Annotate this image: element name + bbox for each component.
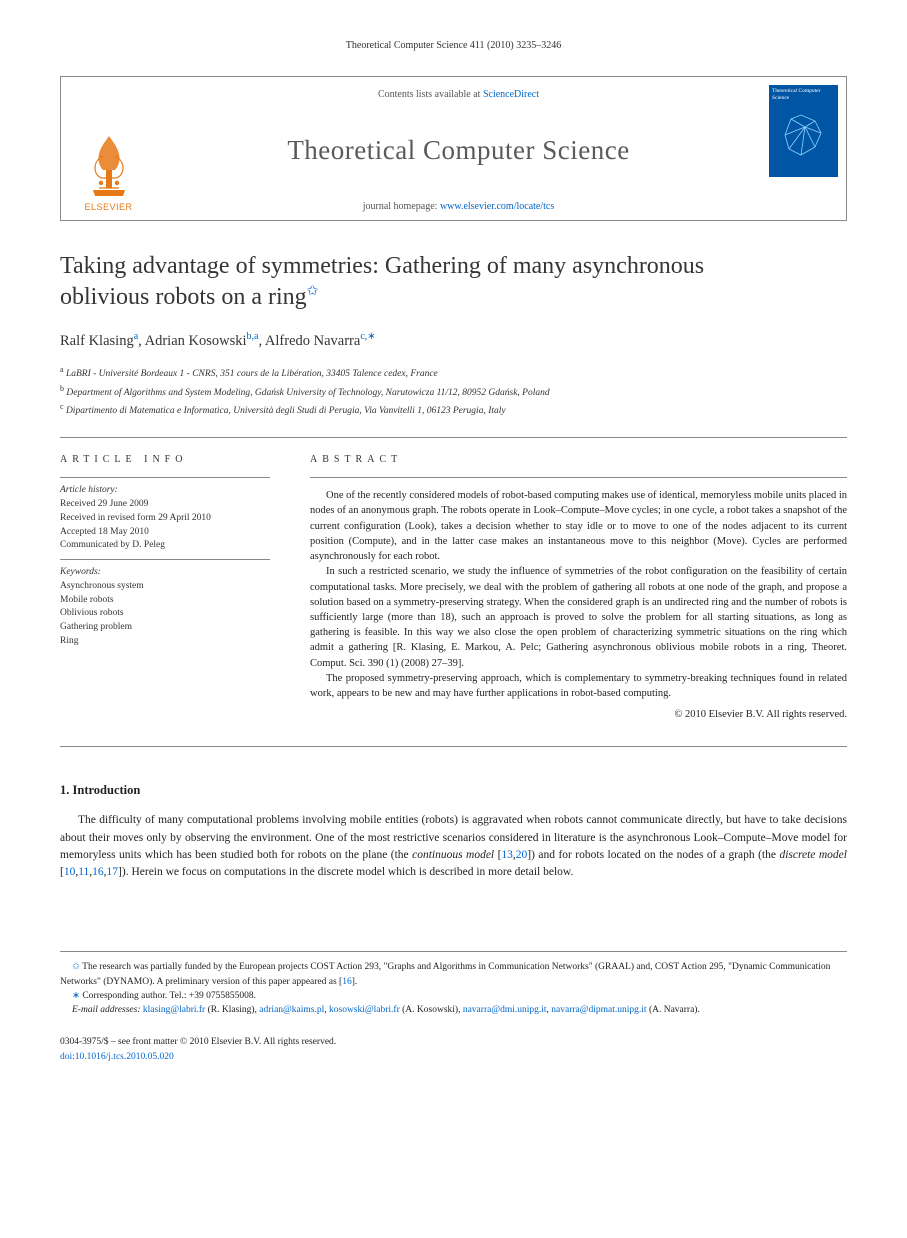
intro-after-refs2: ]). Herein we focus on computations in t… [118,866,573,878]
cover-image: Theoretical Computer Science [769,85,838,177]
footnote-1-text-b: ]. [352,977,358,987]
cover-thumbnail: Theoretical Computer Science [761,77,846,220]
ref-16-link[interactable]: 16 [92,866,104,878]
email-5-who: (A. Navarra). [647,1005,700,1015]
authors: Ralf Klasinga, Adrian Kosowskib,a, Alfre… [60,331,847,350]
footnote-1-ref[interactable]: 16 [342,977,352,987]
publisher-name: ELSEVIER [84,202,132,212]
footnote-2-text: Corresponding author. Tel.: +39 07558550… [80,991,256,1001]
cover-title: Theoretical Computer Science [772,88,835,101]
author-2: Adrian Kosowski [145,333,247,349]
ref-11-link[interactable]: 11 [78,866,89,878]
footnotes: ✩ The research was partially funded by t… [60,951,847,1017]
history-received: Received 29 June 2009 [60,498,270,512]
history-label: Article history: [60,484,270,498]
header-center: Contents lists available at ScienceDirec… [156,77,761,220]
email-4[interactable]: navarra@dmi.unipg.it [463,1005,547,1015]
title-line-1: Taking advantage of symmetries: Gatherin… [60,253,704,279]
email-3[interactable]: kosowski@labri.fr [329,1005,400,1015]
ref-13-link[interactable]: 13 [501,849,513,861]
affiliation-c-text: Dipartimento di Matematica e Informatica… [66,406,506,416]
sciencedirect-link[interactable]: ScienceDirect [483,89,539,100]
ref-17-link[interactable]: 17 [107,866,119,878]
intro-paragraph: The difficulty of many computational pro… [60,812,847,881]
contents-line: Contents lists available at ScienceDirec… [378,89,539,100]
emails-label: E-mail addresses: [72,1005,143,1015]
title-footnote-marker[interactable]: ✩ [307,284,319,299]
abstract-p2: In such a restricted scenario, we study … [310,564,847,671]
author-3: Alfredo Navarra [265,333,360,349]
article-info: article info Article history: Received 2… [60,454,270,720]
homepage-link[interactable]: www.elsevier.com/locate/tcs [440,201,554,212]
elsevier-tree-icon [79,128,139,198]
history-accepted: Accepted 18 May 2010 [60,526,270,540]
footer-meta: 0304-3975/$ – see front matter © 2010 El… [60,1035,847,1064]
publisher-logo-cell: ELSEVIER [61,77,156,220]
author-1: Ralf Klasing [60,333,134,349]
email-2[interactable]: adrian@kaims.pl [259,1005,324,1015]
abstract-copyright: © 2010 Elsevier B.V. All rights reserved… [310,709,847,720]
abstract-heading: abstract [310,454,847,465]
email-1[interactable]: klasing@labri.fr [143,1005,205,1015]
article-info-heading: article info [60,454,270,465]
doi-label[interactable]: doi: [60,1052,75,1062]
abstract: abstract One of the recently considered … [310,454,847,720]
intro-italic-2: discrete model [779,849,847,861]
keywords-label: Keywords: [60,566,270,580]
affiliation-a: a LaBRI - Université Bordeaux 1 - CNRS, … [60,364,847,382]
keyword-1: Asynchronous system [60,580,270,594]
title-line-2: oblivious robots on a ring [60,284,307,310]
info-divider-2 [60,559,270,560]
email-3-who: (A. Kosowski), [400,1005,463,1015]
journal-title: Theoretical Computer Science [287,135,629,166]
abstract-divider [310,477,847,478]
email-1-who: (R. Klasing), [205,1005,259,1015]
footnote-1-text-a: The research was partially funded by the… [60,962,830,986]
contents-prefix: Contents lists available at [378,89,483,100]
affiliation-b: b Department of Algorithms and System Mo… [60,383,847,401]
homepage-line: journal homepage: www.elsevier.com/locat… [363,201,555,212]
author-2-aff[interactable]: b,a [247,331,259,342]
section-1-heading: 1. Introduction [60,783,847,798]
abstract-p3: The proposed symmetry-preserving approac… [310,671,847,701]
ref-10-link[interactable]: 10 [64,866,76,878]
affiliation-a-text: LaBRI - Université Bordeaux 1 - CNRS, 35… [66,369,438,379]
affiliation-c: c Dipartimento di Matematica e Informati… [60,401,847,419]
ref-20-link[interactable]: 20 [516,849,528,861]
intro-after-refs1: ]) and for robots located on the nodes o… [527,849,779,861]
intro-italic-1: continuous model [412,849,494,861]
footnote-funding: ✩ The research was partially funded by t… [60,960,847,989]
history-communicated: Communicated by D. Peleg [60,539,270,553]
author-3-corr[interactable]: ∗ [367,331,375,342]
affiliation-b-text: Department of Algorithms and System Mode… [66,388,549,398]
info-abstract-row: article info Article history: Received 2… [60,438,847,736]
info-divider-1 [60,477,270,478]
footnote-2-symbol: ∗ [72,991,80,1001]
keyword-3: Oblivious robots [60,607,270,621]
keyword-4: Gathering problem [60,621,270,635]
doi-line: doi:10.1016/j.tcs.2010.05.020 [60,1050,847,1064]
history-revised: Received in revised form 29 April 2010 [60,512,270,526]
footnote-1-symbol: ✩ [72,962,80,972]
keyword-5: Ring [60,635,270,649]
issn-line: 0304-3975/$ – see front matter © 2010 El… [60,1035,847,1049]
email-5[interactable]: navarra@dipmat.unipg.it [551,1005,646,1015]
doi-link[interactable]: 10.1016/j.tcs.2010.05.020 [75,1052,174,1062]
keyword-2: Mobile robots [60,594,270,608]
abstract-p1: One of the recently considered models of… [310,488,847,564]
author-1-aff[interactable]: a [134,331,138,342]
article-title: Taking advantage of symmetries: Gatherin… [60,251,847,313]
affiliations: a LaBRI - Université Bordeaux 1 - CNRS, … [60,364,847,419]
divider-bottom [60,746,847,747]
footnote-emails: E-mail addresses: klasing@labri.fr (R. K… [60,1003,847,1017]
journal-header: ELSEVIER Contents lists available at Sci… [60,76,847,221]
running-head: Theoretical Computer Science 411 (2010) … [60,40,847,51]
homepage-prefix: journal homepage: [363,201,440,212]
footnote-corresponding: ∗ Corresponding author. Tel.: +39 075585… [60,989,847,1003]
cover-art-icon [781,113,827,163]
